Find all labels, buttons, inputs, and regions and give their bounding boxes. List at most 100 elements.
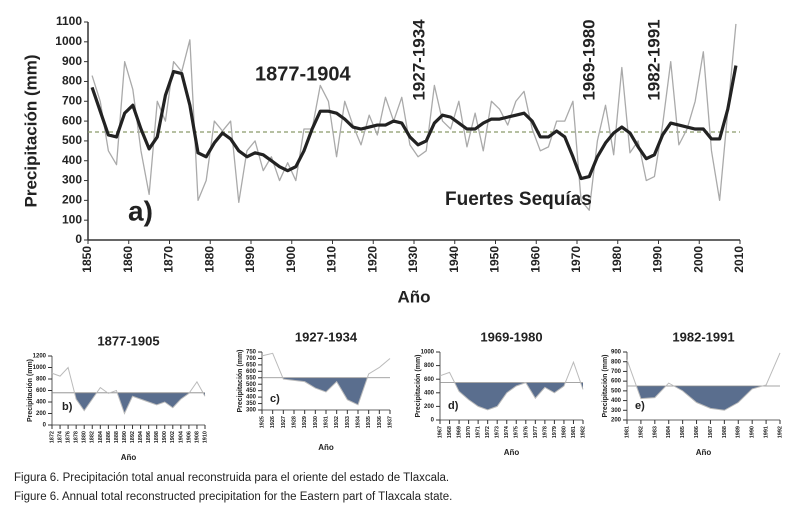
y-tick-label: 200 xyxy=(36,411,47,417)
y-tick-label: 900 xyxy=(62,54,82,68)
x-axis-label: Año xyxy=(318,443,334,452)
x-tick-label: 1931 xyxy=(323,416,329,428)
deficit-area xyxy=(627,386,780,411)
x-tick-label: 1884 xyxy=(98,430,104,443)
deficit-area xyxy=(52,392,205,414)
x-tick-label: 1984 xyxy=(666,425,672,438)
x-tick-label: 1979 xyxy=(552,426,558,438)
x-tick-label: 1976 xyxy=(523,426,529,438)
x-tick-label: 1900 xyxy=(162,431,168,443)
y-tick-label: 700 xyxy=(611,369,622,375)
x-tick-label: 1977 xyxy=(533,426,539,438)
y-tick-label: 400 xyxy=(62,153,82,167)
x-tick-label: 1972 xyxy=(485,426,491,438)
x-tick-label: 1982 xyxy=(638,426,644,438)
x-tick-label: 1930 xyxy=(406,246,420,273)
y-tick-label: 1100 xyxy=(56,14,82,28)
x-tick-label: 1975 xyxy=(514,426,520,438)
x-tick-label: 1880 xyxy=(202,246,216,273)
x-tick-label: 2010 xyxy=(732,246,746,273)
y-tick-label: 200 xyxy=(424,404,435,410)
x-tick-label: 1991 xyxy=(764,426,770,438)
annotation: 1877-1904 xyxy=(255,63,352,85)
x-tick-label: 1872 xyxy=(49,431,55,443)
y-axis-label: Precipitación (mm) xyxy=(415,354,422,417)
deficit-area xyxy=(262,377,390,405)
x-tick-label: 1950 xyxy=(488,246,502,273)
x-tick-label: 1988 xyxy=(722,426,728,438)
x-tick-label: 1968 xyxy=(447,426,453,438)
y-tick-label: 0 xyxy=(431,418,435,424)
x-tick-label: 1928 xyxy=(291,416,297,428)
y-axis-label: Precipitación (mm) xyxy=(602,354,609,417)
x-tick-label: 1986 xyxy=(694,426,700,438)
y-tick-label: 750 xyxy=(246,350,257,356)
y-tick-label: 400 xyxy=(424,390,435,396)
x-tick-label: 1886 xyxy=(106,431,112,443)
x-tick-label: 1932 xyxy=(334,416,340,428)
y-tick-label: 700 xyxy=(62,93,82,107)
annotation: d) xyxy=(448,400,459,412)
x-tick-label: 1906 xyxy=(186,431,192,443)
x-axis-label: Año xyxy=(696,448,712,457)
x-tick-label: 1974 xyxy=(504,425,510,438)
y-tick-label: 600 xyxy=(424,377,435,383)
y-tick-label: 200 xyxy=(611,418,622,424)
x-tick-label: 1985 xyxy=(680,426,686,438)
x-tick-label: 1982 xyxy=(580,426,586,438)
y-tick-label: 200 xyxy=(62,193,82,207)
x-tick-label: 1989 xyxy=(736,426,742,438)
x-tick-label: 1850 xyxy=(80,246,94,273)
x-tick-label: 1925 xyxy=(259,416,265,428)
x-tick-label: 1910 xyxy=(325,246,339,273)
y-tick-label: 700 xyxy=(246,356,257,362)
y-tick-label: 1000 xyxy=(33,365,47,371)
x-tick-label: 1935 xyxy=(366,416,372,428)
panel-title: 1877-1905 xyxy=(97,333,159,348)
y-tick-label: 600 xyxy=(611,379,622,385)
y-tick-label: 600 xyxy=(36,388,47,394)
x-tick-label: 1902 xyxy=(170,431,176,443)
series-line xyxy=(51,366,206,415)
y-tick-label: 300 xyxy=(246,408,257,414)
x-tick-label: 1973 xyxy=(495,426,501,438)
x-tick-label: 1890 xyxy=(122,431,128,443)
x-tick-label: 1920 xyxy=(365,246,379,273)
x-axis-label: Año xyxy=(121,453,137,462)
y-tick-label: 400 xyxy=(36,400,47,406)
x-tick-label: 1874 xyxy=(58,430,64,443)
x-tick-label: 1970 xyxy=(466,426,472,438)
y-tick-label: 1200 xyxy=(33,354,47,360)
x-tick-label: 1980 xyxy=(610,246,624,273)
annotation: 1927-1934 xyxy=(409,19,428,101)
annotation: 1982-1991 xyxy=(644,19,663,100)
x-tick-label: 1890 xyxy=(243,246,257,273)
x-tick-label: 1936 xyxy=(377,416,383,428)
y-axis-label: Precipitación (mm) xyxy=(27,359,34,422)
y-tick-label: 800 xyxy=(36,377,47,383)
series-line xyxy=(626,352,781,411)
x-tick-label: 1898 xyxy=(154,431,160,443)
y-tick-label: 0 xyxy=(43,423,47,429)
annotation: a) xyxy=(128,195,153,226)
y-tick-label: 1000 xyxy=(55,34,82,48)
x-tick-label: 1980 xyxy=(561,426,567,438)
x-tick-label: 1910 xyxy=(202,431,208,443)
y-tick-label: 400 xyxy=(611,398,622,404)
x-tick-label: 1969 xyxy=(457,426,463,438)
deficit-area xyxy=(454,382,583,410)
annotation: 1969-1980 xyxy=(579,19,598,100)
y-tick-label: 500 xyxy=(611,388,622,394)
series-line xyxy=(439,360,584,411)
x-tick-label: 1933 xyxy=(345,416,351,428)
y-tick-label: 550 xyxy=(246,375,257,381)
caption: Figura 6. Precipitación total anual reco… xyxy=(14,472,449,484)
x-tick-label: 1908 xyxy=(194,431,200,443)
x-tick-label: 1927 xyxy=(281,416,287,428)
x-tick-label: 1870 xyxy=(162,246,176,273)
series-line xyxy=(90,65,738,181)
x-tick-label: 1981 xyxy=(624,426,630,438)
x-tick-label: 1981 xyxy=(571,426,577,438)
y-axis-label: Precipitación (mm) xyxy=(21,54,40,207)
